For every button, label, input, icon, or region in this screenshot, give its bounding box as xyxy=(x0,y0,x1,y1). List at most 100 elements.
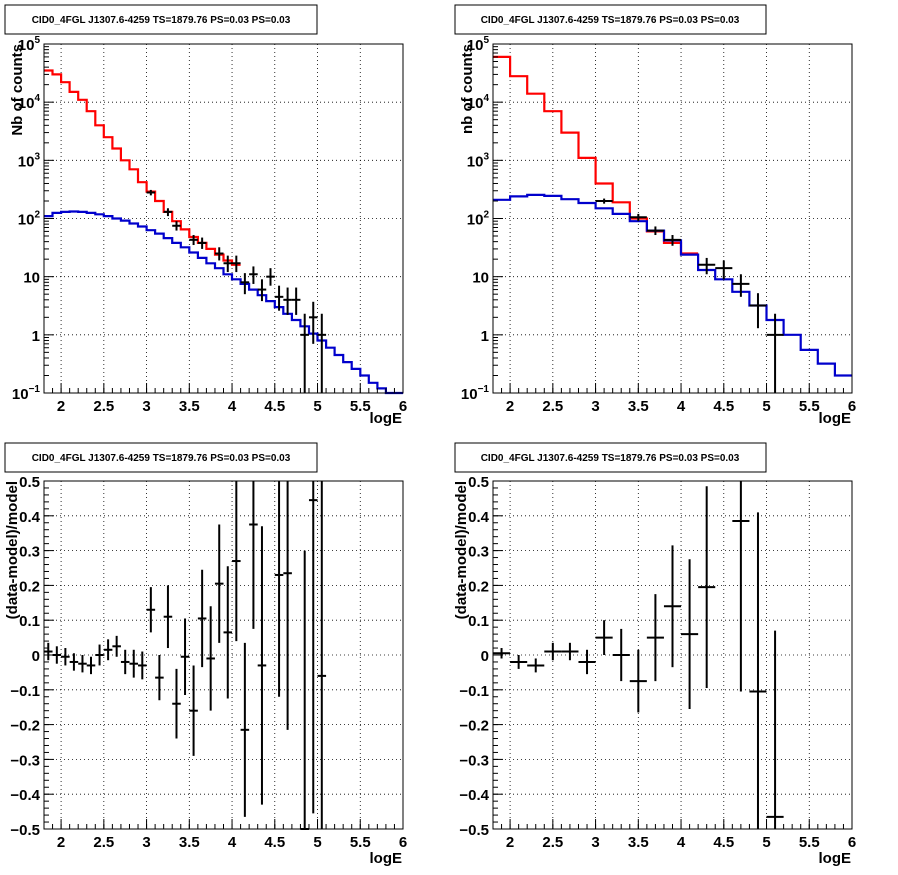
data-point xyxy=(189,665,198,756)
data-point xyxy=(283,287,292,315)
y-tick-label: 0.5 xyxy=(19,474,40,491)
data-point xyxy=(197,237,207,249)
y-tick-label: 0.2 xyxy=(468,578,489,595)
panel-residuals-right: CID0_4FGL J1307.6-4259 TS=1879.76 PS=0.0… xyxy=(453,442,856,867)
x-tick-label: 6 xyxy=(399,834,407,851)
data-point xyxy=(249,266,258,284)
x-tick-label: 3.5 xyxy=(179,398,200,415)
y-tick-label: −0.5 xyxy=(459,822,489,839)
data-point xyxy=(766,630,784,829)
y-tick-label: −0.4 xyxy=(459,787,489,804)
y-tick-label: 10 xyxy=(23,270,40,287)
data-point xyxy=(44,642,53,661)
data-point xyxy=(214,247,224,261)
data-point xyxy=(749,293,767,329)
y-tick-label: 1 xyxy=(32,328,40,345)
y-axis-title: Nb of counts xyxy=(9,44,26,136)
data-point xyxy=(223,255,233,273)
plot-frame xyxy=(43,43,404,394)
y-tick-label: 10−1 xyxy=(12,384,41,403)
x-tick-label: 6 xyxy=(399,398,407,415)
y-axis-title: (data-model)/model xyxy=(4,481,21,619)
x-tick-label: 3 xyxy=(591,834,599,851)
x-tick-label: 4.5 xyxy=(713,834,734,851)
y-tick-label: 0 xyxy=(481,648,489,665)
y-tick-label: 103 xyxy=(18,151,41,170)
data-point xyxy=(578,649,596,675)
x-tick-label: 5 xyxy=(313,834,321,851)
data-point xyxy=(214,524,224,643)
series-model-background xyxy=(44,210,403,395)
data-point xyxy=(138,651,147,680)
y-tick-label: −0.5 xyxy=(10,822,40,839)
x-tick-label: 3 xyxy=(142,398,150,415)
y-tick-label: 0.4 xyxy=(468,509,490,526)
data-point xyxy=(112,635,121,657)
y-tick-label: 0.5 xyxy=(468,474,489,491)
data-point xyxy=(257,526,267,805)
y-tick-label: −0.2 xyxy=(459,718,489,735)
x-tick-label: 2.5 xyxy=(542,398,563,415)
y-tick-label: 0 xyxy=(32,648,40,665)
series-model-background xyxy=(493,193,852,377)
data-point xyxy=(249,481,258,629)
axes: 2 2.5 3 3.5 4 4.5 5 5.5 6 −0.5 −0.4 −0.3 −0.2 −0.1 0 0.… xyxy=(459,474,856,851)
panel-title: CID0_4FGL J1307.6-4259 TS=1879.76 PS=0.0… xyxy=(481,453,740,464)
y-axis-title: nb of counts xyxy=(459,44,476,134)
data-point xyxy=(155,655,164,701)
grid xyxy=(44,43,404,394)
data-point xyxy=(223,566,233,699)
plot-area xyxy=(44,481,327,830)
panel-residuals-left: CID0_4FGL J1307.6-4259 TS=1879.76 PS=0.0… xyxy=(4,442,407,867)
data-point xyxy=(629,213,647,222)
y-tick-label: 0.3 xyxy=(19,544,40,561)
y-tick-label: 10 xyxy=(472,270,489,287)
x-tick-label: 4.5 xyxy=(713,398,734,415)
data-point xyxy=(86,656,96,675)
data-point xyxy=(646,226,664,236)
panel-title: CID0_4FGL J1307.6-4259 TS=1879.76 PS=0.0… xyxy=(32,453,291,464)
axes: 2 2.5 3 3.5 4 4.5 5 5.5 6 −0.5 −0.4 −0.3 −0.2 −0.1 0 0.… xyxy=(10,474,407,851)
data-point xyxy=(317,481,327,829)
data-point xyxy=(629,649,647,713)
data-point xyxy=(732,274,750,297)
data-point xyxy=(146,189,156,196)
panel-counts-left: CID0_4FGL J1307.6-4259 TS=1879.76 PS=0.0… xyxy=(4,4,407,427)
x-axis-title: logE xyxy=(370,410,403,427)
data-point xyxy=(69,653,79,671)
x-tick-label: 4 xyxy=(228,398,237,415)
x-tick-label: 5 xyxy=(762,398,770,415)
data-point xyxy=(732,481,750,692)
y-tick-label: −0.1 xyxy=(459,683,489,700)
data-point xyxy=(240,642,250,817)
data-point xyxy=(561,642,579,661)
x-tick-label: 2 xyxy=(506,398,514,415)
data-point xyxy=(766,313,784,393)
data-point xyxy=(308,481,318,814)
x-tick-label: 3.5 xyxy=(628,834,649,851)
data-point xyxy=(493,648,511,659)
y-tick-label: −0.4 xyxy=(10,787,40,804)
x-tick-label: 5.5 xyxy=(799,834,820,851)
data-point xyxy=(61,648,70,666)
data-point xyxy=(266,268,275,286)
x-tick-label: 4 xyxy=(677,398,686,415)
data-point xyxy=(698,257,716,275)
x-axis-title: logE xyxy=(370,850,403,867)
title-box: CID0_4FGL J1307.6-4259 TS=1879.76 PS=0.0… xyxy=(4,442,318,473)
title-box: CID0_4FGL J1307.6-4259 TS=1879.76 PS=0.0… xyxy=(4,4,318,35)
data-point xyxy=(163,208,173,217)
x-tick-label: 2 xyxy=(57,398,65,415)
x-axis-title: logE xyxy=(819,410,852,427)
data-point xyxy=(232,481,241,642)
title-box: CID0_4FGL J1307.6-4259 TS=1879.76 PS=0.0… xyxy=(454,4,767,35)
data-point xyxy=(240,273,250,295)
y-tick-label: 0.2 xyxy=(19,578,40,595)
data-point xyxy=(646,594,664,682)
data-point xyxy=(206,606,215,711)
data-point xyxy=(163,585,173,649)
x-tick-label: 4 xyxy=(677,834,686,851)
y-tick-label: 0.1 xyxy=(19,613,40,630)
data-point xyxy=(663,235,682,246)
